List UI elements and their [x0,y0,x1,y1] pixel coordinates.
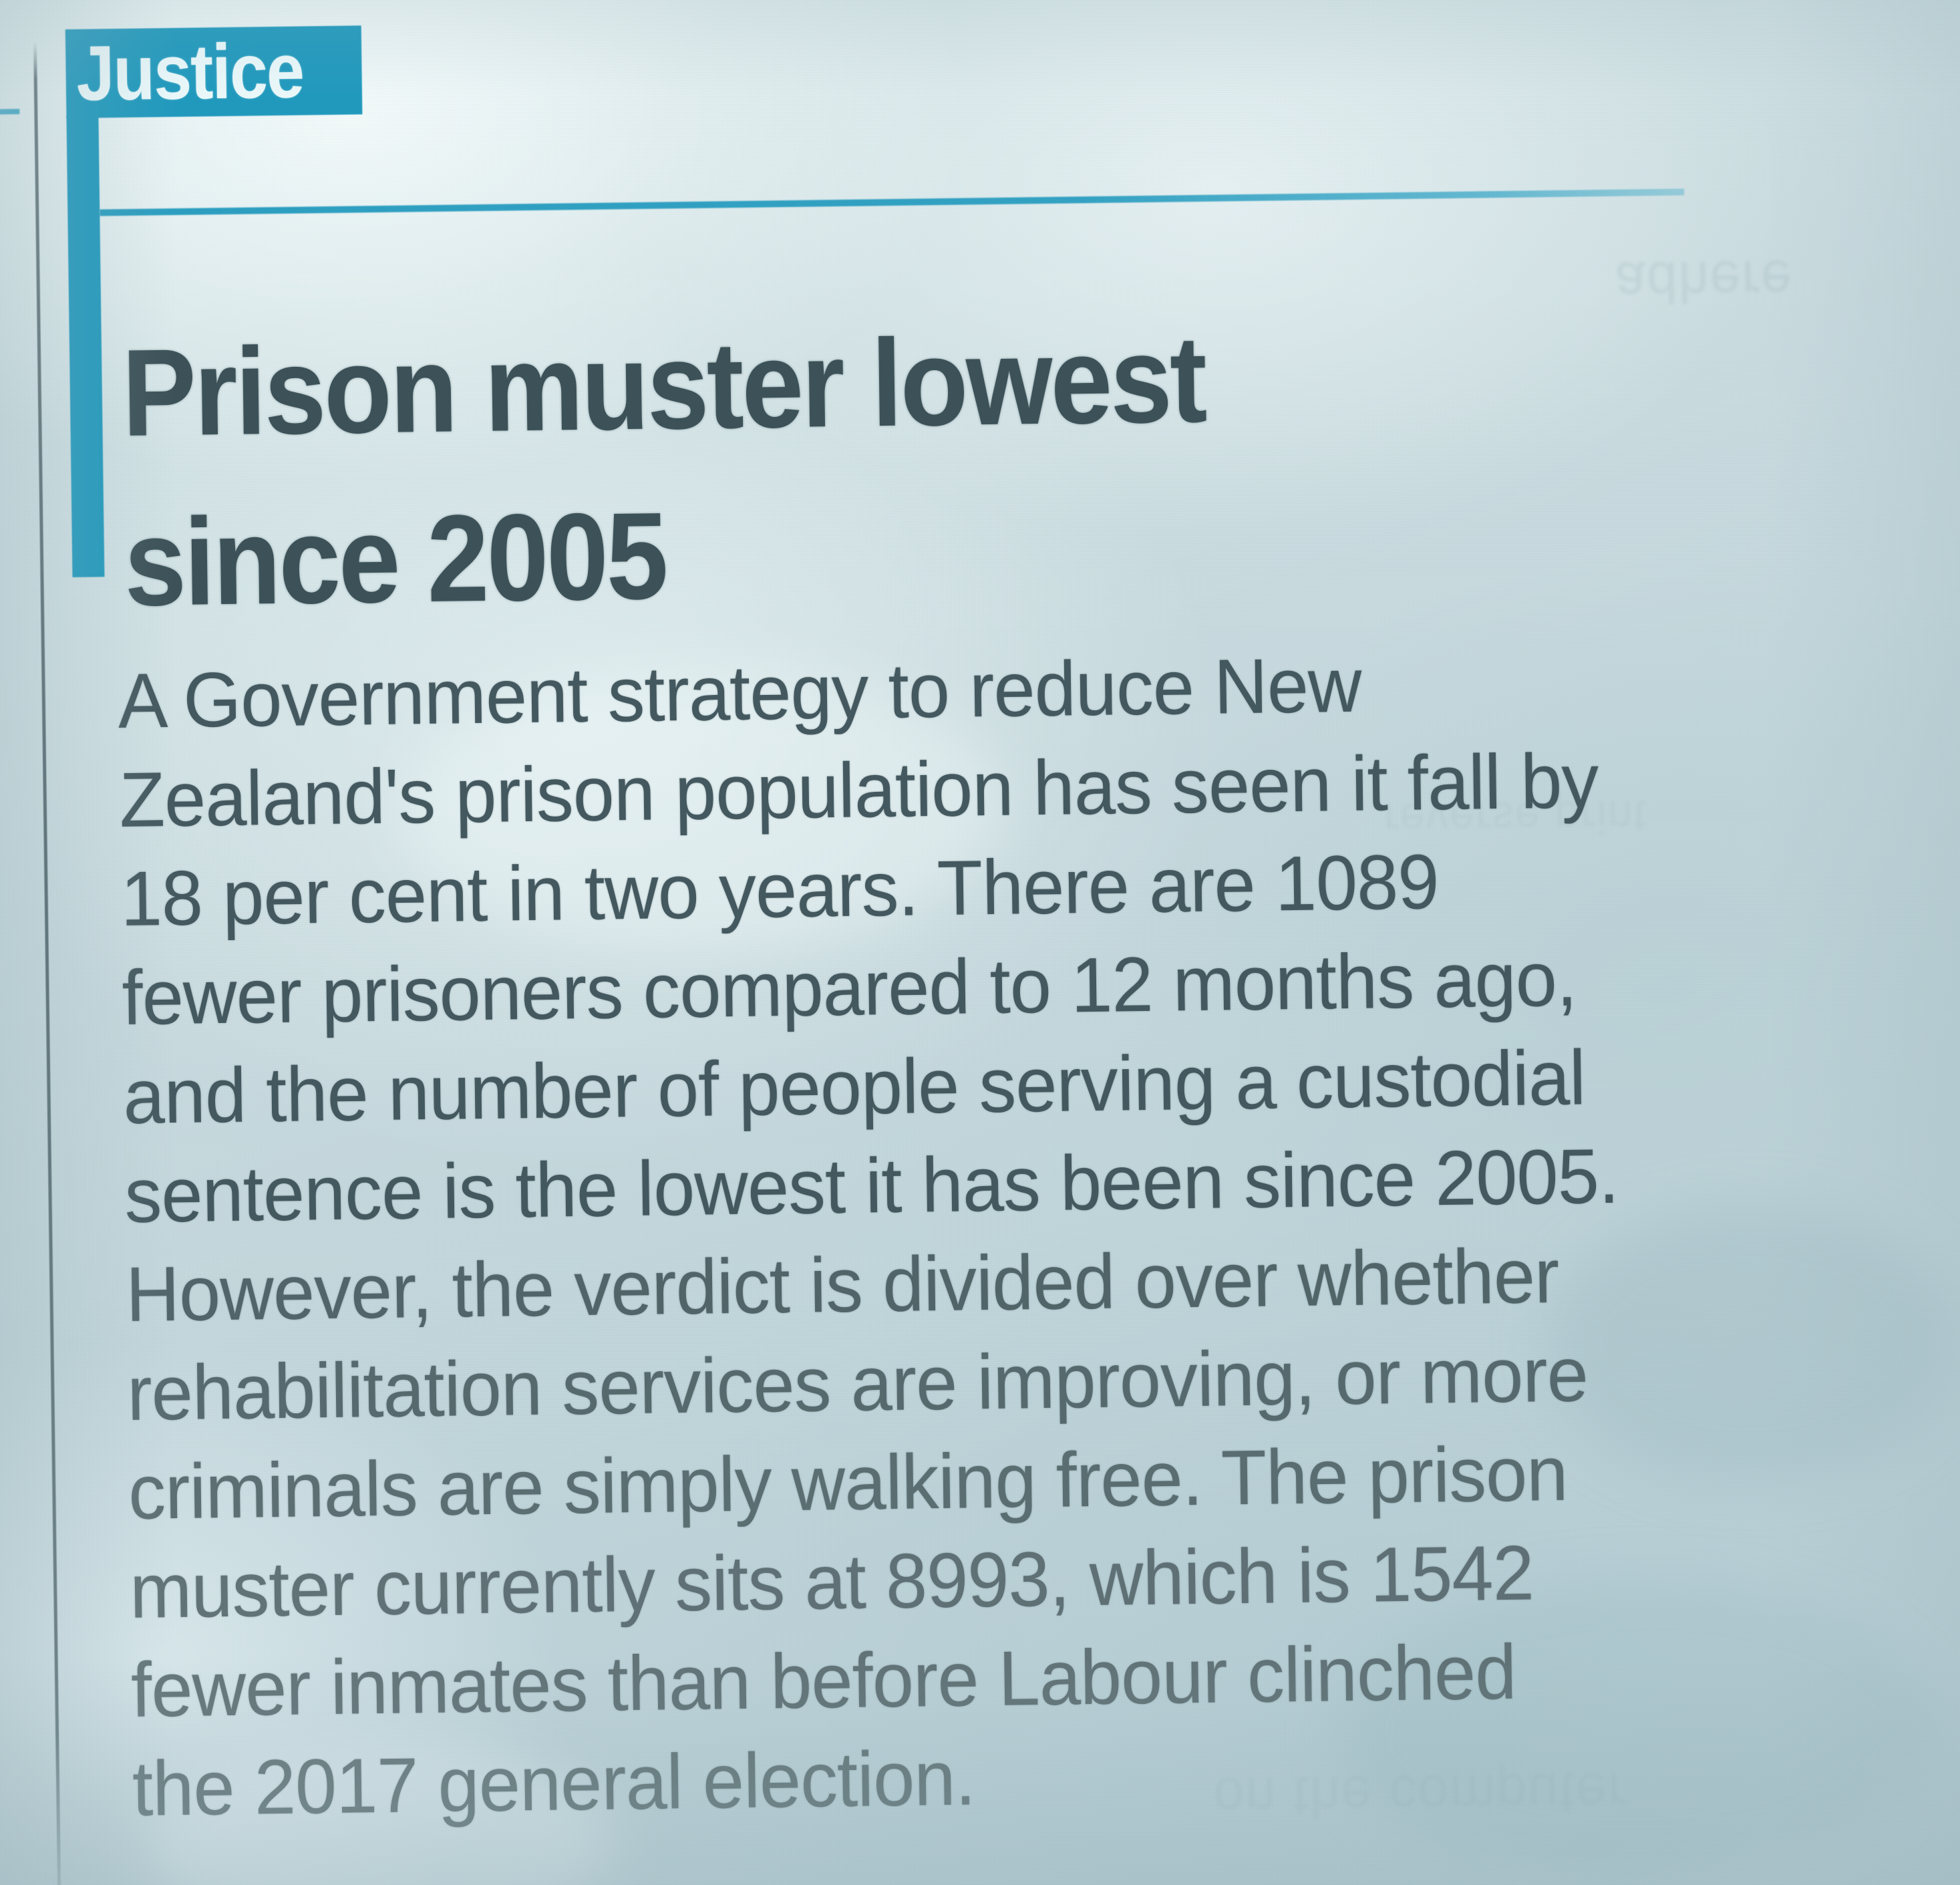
column-divider-rule [33,41,61,1885]
kicker-horizontal-rule [100,188,1685,216]
headline-line-1: Prison muster lowest [121,310,1206,462]
kicker-vertical-bar [66,116,105,577]
article-body-copy: A Government strategy to reduce New Zeal… [118,629,1852,1838]
page-edge-tick-mark [0,108,20,115]
section-kicker-label: Justice [75,27,304,117]
article-headline: Prison muster lowest since 2005 [121,307,1665,632]
headline-line-2: since 2005 [123,487,667,632]
